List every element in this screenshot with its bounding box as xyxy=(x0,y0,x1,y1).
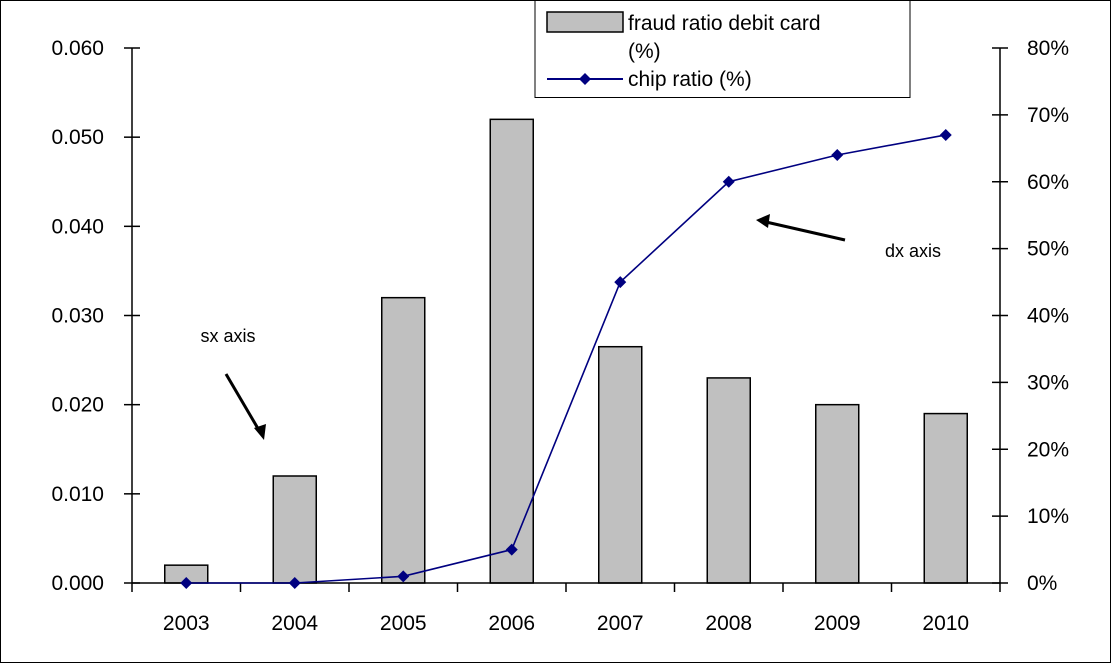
right-tick-label: 60% xyxy=(1027,171,1069,194)
left-tick-label: 0.000 xyxy=(51,572,104,595)
right-tick-label: 20% xyxy=(1027,438,1069,461)
x-tick-label: 2006 xyxy=(488,612,535,635)
right-tick-label: 40% xyxy=(1027,305,1069,328)
right-tick-label: 10% xyxy=(1027,505,1069,528)
x-tick-label: 2005 xyxy=(380,612,427,635)
left-tick-label: 0.060 xyxy=(51,37,104,60)
bar-2010 xyxy=(923,412,968,584)
chip-ratio-point-2004 xyxy=(288,577,301,589)
legend-bar-swatch xyxy=(546,11,624,33)
right-tick-label: 30% xyxy=(1027,371,1069,394)
right-tick-label: 0% xyxy=(1027,572,1057,595)
chip-ratio-point-2008 xyxy=(722,175,735,188)
annotation-sx-arrow xyxy=(224,373,266,440)
chip-ratio-point-2005 xyxy=(397,570,410,583)
bar-2005 xyxy=(381,296,426,584)
annotation-sx-axis: sx axis xyxy=(200,326,255,346)
x-axis: 2003 2004 2005 2006 2007 2008 2009 2010 xyxy=(131,582,1001,635)
left-axis: 0.000 0.010 0.020 0.030 0.040 0.050 0.060 xyxy=(51,37,140,595)
chip-ratio-point-2003 xyxy=(180,577,193,589)
left-tick-label: 0.010 xyxy=(51,483,104,506)
bar-series xyxy=(164,118,968,584)
left-tick-label: 0.030 xyxy=(51,305,104,328)
bar-2004 xyxy=(272,475,317,584)
bar-2009 xyxy=(815,403,860,584)
legend-bar-label-line2: (%) xyxy=(628,40,661,63)
x-tick-label: 2008 xyxy=(705,612,752,635)
x-tick-label: 2007 xyxy=(597,612,644,635)
bar-2007 xyxy=(598,345,643,584)
right-tick-label: 80% xyxy=(1027,37,1069,60)
x-tick-label: 2003 xyxy=(163,612,210,635)
annotation-dx-arrow xyxy=(756,214,846,242)
x-tick-label: 2009 xyxy=(814,612,861,635)
bar-2008 xyxy=(706,377,751,584)
legend-bar-label-line1: fraud ratio debit card xyxy=(628,12,821,35)
left-tick-label: 0.040 xyxy=(51,215,104,238)
right-tick-label: 50% xyxy=(1027,238,1069,261)
chip-ratio-point-2006 xyxy=(505,543,518,556)
chip-ratio-line xyxy=(186,134,946,584)
x-tick-label: 2010 xyxy=(922,612,969,635)
right-axis: 0% 10% 20% 30% 40% 50% 60% 70% 80% xyxy=(992,37,1069,595)
annotation-dx-axis: dx axis xyxy=(885,241,941,261)
legend-line-label: chip ratio (%) xyxy=(628,68,752,91)
legend-line-marker xyxy=(579,73,591,85)
chip-ratio-point-2007 xyxy=(614,276,627,289)
legend: fraud ratio debit card (%) chip ratio (%… xyxy=(534,0,911,98)
chip-ratio-point-2010 xyxy=(939,128,952,141)
line-series xyxy=(180,128,952,589)
left-tick-label: 0.050 xyxy=(51,126,104,149)
chip-ratio-point-2009 xyxy=(831,149,844,161)
right-tick-label: 70% xyxy=(1027,104,1069,127)
x-tick-label: 2004 xyxy=(271,612,318,635)
left-tick-label: 0.020 xyxy=(51,394,104,417)
